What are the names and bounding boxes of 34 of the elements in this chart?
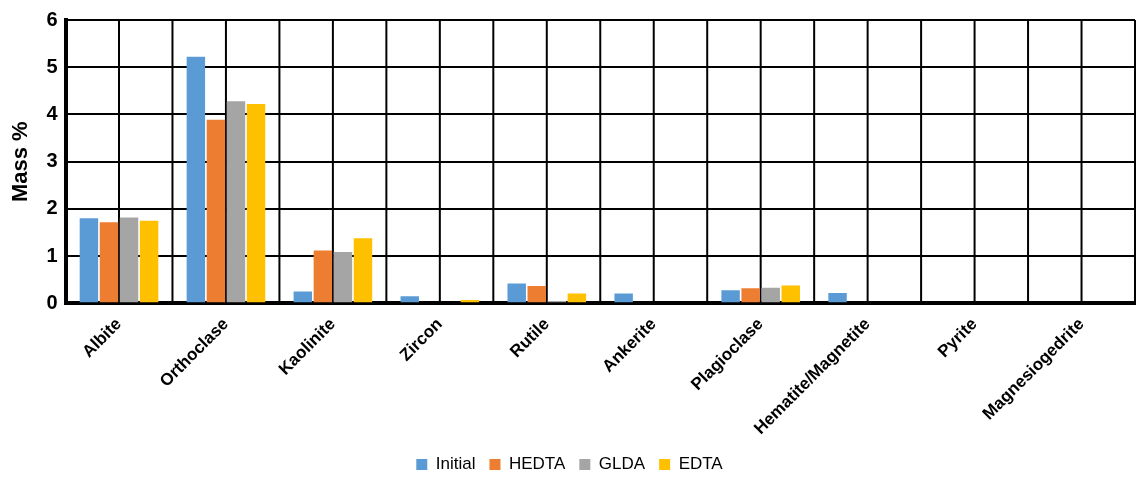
bar (99, 222, 119, 303)
legend-label: GLDA (598, 454, 646, 474)
bar (400, 296, 419, 303)
bar (119, 217, 139, 303)
bar (567, 293, 587, 303)
legend-label: HEDTA (508, 454, 566, 474)
bar (721, 290, 740, 303)
bar (79, 218, 99, 303)
legend-label: EDTA (678, 454, 724, 474)
y-tick-label: 3 (46, 149, 58, 172)
y-tick-label: 4 (46, 101, 59, 124)
y-tick-label: 1 (46, 243, 58, 266)
bar (293, 291, 313, 303)
y-axis-title: Mass % (7, 121, 33, 203)
y-tick-label: 2 (46, 196, 58, 219)
bar (313, 250, 333, 303)
bar (741, 288, 760, 303)
y-tick-label: 6 (46, 7, 58, 30)
bar (761, 287, 780, 303)
y-tick-label: 5 (46, 54, 58, 77)
y-tick-label: 0 (46, 290, 58, 313)
bar (226, 101, 246, 303)
bar (139, 220, 159, 303)
bar (614, 293, 633, 303)
bar (333, 251, 353, 303)
bar (206, 119, 226, 303)
bar (527, 285, 546, 303)
legend-label: Initial (435, 454, 476, 474)
bar (828, 292, 847, 303)
bar (507, 283, 526, 303)
bar (781, 285, 800, 303)
bar (246, 104, 266, 303)
bar (186, 56, 206, 303)
bar (353, 238, 373, 303)
